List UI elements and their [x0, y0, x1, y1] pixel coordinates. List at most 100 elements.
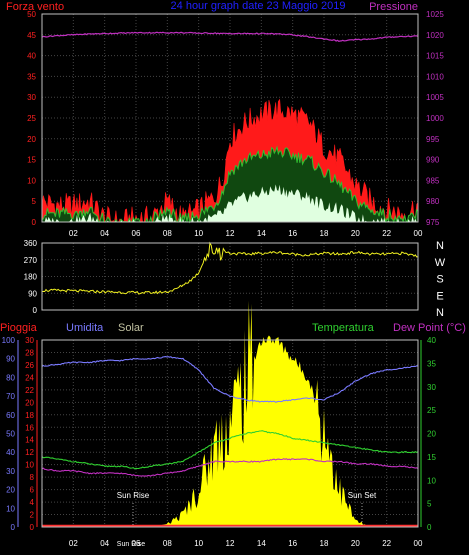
tick-label-time: 12 [226, 539, 235, 548]
tick-label-humidity: 60 [6, 411, 15, 420]
tick-label-time: 06 [132, 229, 141, 238]
tick-label-humidity: 50 [6, 430, 15, 439]
sunrise-annotation: Sun Rise [117, 491, 150, 500]
tick-label-rain: 12 [25, 448, 34, 457]
tick-label-rain: 4 [30, 498, 35, 507]
wind-min-series [42, 184, 418, 222]
tick-label-time: 16 [288, 539, 297, 548]
humidity-temperature-panel: 0102030405060708090100024681012141618202… [2, 300, 436, 548]
tick-label-wind: 5 [32, 197, 37, 206]
tick-label-wind: 50 [27, 10, 36, 19]
chart-title: 24 hour graph date 23 Maggio 2019 [171, 0, 346, 12]
rain-label: Pioggia [0, 322, 38, 334]
tick-label-time: 12 [226, 229, 235, 238]
tick-label-humidity: 40 [6, 448, 15, 457]
tick-label-time: 00 [414, 229, 423, 238]
tick-label-temperature: 10 [427, 476, 436, 485]
dewpoint-series [41, 458, 419, 477]
humidity-series [41, 356, 419, 403]
compass-label: N [436, 307, 444, 319]
tick-label-pressure: 980 [426, 197, 440, 206]
tick-label-time: 10 [194, 229, 203, 238]
tick-label-time: 08 [163, 229, 172, 238]
panel-frame [41, 339, 419, 528]
tick-label-rain: 30 [25, 336, 34, 345]
tick-label-time: 18 [320, 229, 329, 238]
tick-label-wind: 45 [27, 31, 36, 40]
tick-label-rain: 20 [25, 398, 34, 407]
tick-label-time: 08 [163, 539, 172, 548]
wind-axis-label: Forza vento [6, 1, 64, 13]
tick-label-rain: 0 [30, 523, 35, 532]
tick-label-humidity: 10 [6, 504, 15, 513]
tick-label-wind: 40 [27, 52, 36, 61]
tick-label-temperature: 15 [427, 453, 436, 462]
tick-label-pressure: 995 [426, 135, 440, 144]
pressure-series [41, 31, 419, 42]
tick-label-time: 06 [132, 539, 141, 548]
compass-label: W [435, 257, 446, 269]
tick-label-time: 22 [382, 229, 391, 238]
tick-label-rain: 24 [25, 373, 34, 382]
tick-label-rain: 22 [25, 386, 34, 395]
direction-series [41, 241, 419, 295]
tick-label-time: 04 [100, 539, 109, 548]
tick-label-humidity: 100 [2, 336, 16, 345]
tick-label-pressure: 975 [426, 218, 440, 227]
temperature-series [41, 430, 419, 470]
tick-label-time: 14 [257, 229, 266, 238]
tick-label-pressure: 1020 [426, 31, 444, 40]
tick-label-humidity: 0 [11, 523, 16, 532]
tick-label-direction: 360 [24, 239, 38, 248]
pressure-axis-label: Pressione [369, 1, 418, 13]
tick-label-rain: 10 [25, 461, 34, 470]
tick-label-pressure: 1005 [426, 93, 444, 102]
tick-label-time: 00 [414, 539, 423, 548]
tick-label-humidity: 20 [6, 486, 15, 495]
tick-label-temperature: 5 [427, 500, 432, 509]
tick-label-temperature: 30 [427, 383, 436, 392]
tick-label-rain: 8 [30, 473, 35, 482]
tick-label-humidity: 70 [6, 392, 15, 401]
tick-label-temperature: 20 [427, 430, 436, 439]
tick-label-time: 10 [194, 539, 203, 548]
tick-label-time: 04 [100, 229, 109, 238]
tick-label-pressure: 1000 [426, 114, 444, 123]
tick-label-wind: 25 [27, 114, 36, 123]
tick-label-time: 16 [288, 229, 297, 238]
tick-label-time: 02 [69, 539, 78, 548]
tick-label-rain: 18 [25, 411, 34, 420]
tick-label-humidity: 90 [6, 355, 15, 364]
tick-label-direction: 180 [24, 273, 38, 282]
tick-label-rain: 26 [25, 361, 34, 370]
wind-pressure-panel: 0510152025303540455097598098599099510001… [27, 10, 444, 238]
tick-label-wind: 15 [27, 156, 36, 165]
tick-label-temperature: 0 [427, 523, 432, 532]
compass-label: N [436, 240, 444, 252]
tick-label-wind: 30 [27, 93, 36, 102]
humidity-label: Umidita [66, 322, 104, 334]
tick-label-wind: 35 [27, 72, 36, 81]
wind-avg-fill [42, 147, 418, 222]
compass-label: S [436, 274, 443, 286]
dewpoint-label: Dew Point (°C) [393, 322, 466, 334]
tick-label-direction: 0 [33, 306, 38, 315]
tick-label-humidity: 80 [6, 373, 15, 382]
tick-label-humidity: 30 [6, 467, 15, 476]
tick-label-pressure: 1010 [426, 72, 444, 81]
tick-label-pressure: 1025 [426, 10, 444, 19]
tick-label-wind: 20 [27, 135, 36, 144]
panel-frame [41, 13, 419, 223]
tick-label-wind: 10 [27, 176, 36, 185]
tick-label-time: 22 [382, 539, 391, 548]
tick-label-time: 02 [69, 229, 78, 238]
tick-label-pressure: 1015 [426, 52, 444, 61]
tick-label-direction: 270 [24, 256, 38, 265]
solar-label: Solar [118, 322, 144, 334]
tick-label-pressure: 985 [426, 176, 440, 185]
sunrise-tick-label: Sun Rise [117, 541, 146, 548]
tick-label-time: 20 [351, 229, 360, 238]
tick-label-time: 20 [351, 539, 360, 548]
